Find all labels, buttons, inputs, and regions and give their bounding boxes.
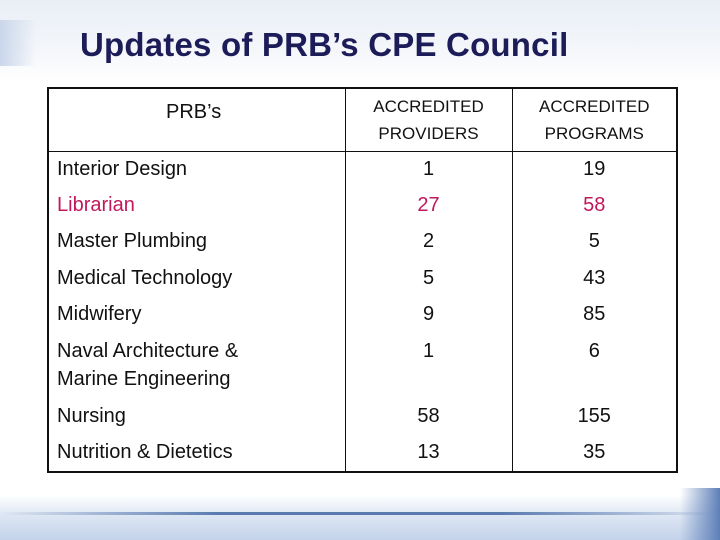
row-providers: 5 (344, 260, 512, 297)
header-providers-line2: PROVIDERS (378, 124, 479, 143)
slide-title: Updates of PRB’s CPE Council (80, 26, 569, 63)
table-header-row: PRB’s ACCREDITED PROVIDERS ACCREDITED PR… (48, 88, 677, 152)
header-accredited-programs: ACCREDITED PROGRAMS (511, 88, 677, 152)
row-providers: 2 (344, 224, 512, 261)
row-programs: 19 (511, 151, 677, 188)
header-accredited-providers: ACCREDITED PROVIDERS (344, 88, 512, 152)
row-providers: 1 (344, 151, 512, 188)
row-programs: 35 (511, 435, 677, 472)
corner-decoration (680, 488, 720, 540)
row-providers: 27 (344, 187, 512, 224)
header-providers-line1: ACCREDITED (373, 97, 484, 116)
accreditation-table: PRB’s ACCREDITED PROVIDERS ACCREDITED PR… (47, 87, 678, 473)
table-row: Nursing 58 155 (48, 398, 677, 435)
table-row: Interior Design 1 19 (48, 151, 677, 188)
row-name: Master Plumbing (57, 230, 208, 252)
header-programs-line1: ACCREDITED (538, 97, 650, 116)
table-row: Master Plumbing 2 5 (48, 224, 677, 261)
table-row: Nutrition & Dietetics 13 35 (48, 435, 677, 472)
row-providers: 13 (344, 435, 512, 472)
table-row: Librarian 27 58 (48, 187, 677, 224)
header-background (0, 0, 720, 82)
row-programs: 5 (511, 224, 677, 261)
header-programs-line2: PROGRAMS (544, 124, 644, 143)
table-row: Medical Technology 5 43 (48, 260, 677, 297)
row-name: Naval Architecture & Marine Engineering (48, 334, 345, 399)
header-prbs: PRB’s (48, 88, 345, 152)
row-name: Midwifery (57, 303, 142, 325)
header-accent (0, 20, 36, 66)
row-name: Nutrition & Dietetics (57, 441, 233, 463)
footer-accent-line (0, 512, 720, 515)
row-providers: 1 (344, 333, 512, 399)
row-programs: 43 (511, 260, 677, 297)
row-programs: 155 (511, 398, 677, 435)
row-name: Medical Technology (57, 266, 233, 289)
row-name-line1: Naval Architecture & (57, 339, 239, 362)
row-programs: 6 (511, 333, 677, 399)
row-name: Interior Design (57, 157, 188, 180)
row-programs: 85 (511, 297, 677, 334)
row-providers: 9 (344, 297, 512, 334)
table-row: Midwifery 9 85 (48, 297, 677, 334)
row-name: Librarian (57, 193, 135, 216)
row-name-line2: Marine Engineering (57, 367, 231, 390)
row-providers: 58 (344, 398, 512, 435)
footer-background (0, 495, 720, 540)
row-programs: 58 (511, 187, 677, 224)
table-row: Naval Architecture & Marine Engineering … (48, 333, 677, 399)
row-name: Nursing (57, 404, 126, 427)
